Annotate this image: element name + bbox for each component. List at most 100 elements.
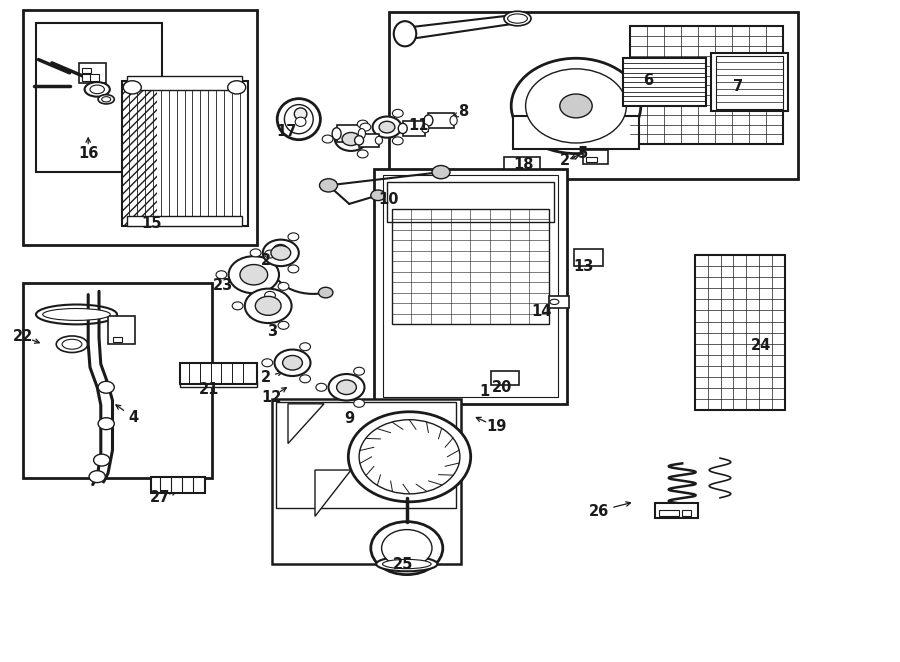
Circle shape	[354, 367, 364, 375]
Bar	[180, 381, 256, 387]
Circle shape	[278, 321, 289, 329]
Text: 1: 1	[479, 385, 490, 399]
Ellipse shape	[284, 105, 313, 134]
Bar	[82, 68, 91, 73]
Text: 6: 6	[643, 73, 653, 88]
Text: 4: 4	[128, 410, 139, 424]
Bar	[623, 58, 706, 106]
Ellipse shape	[102, 97, 111, 102]
Circle shape	[359, 420, 460, 494]
Circle shape	[392, 109, 403, 117]
Circle shape	[316, 383, 327, 391]
Circle shape	[392, 137, 403, 145]
Bar	[586, 157, 597, 162]
Bar	[36, 23, 162, 172]
Ellipse shape	[394, 21, 416, 46]
Text: 9: 9	[344, 411, 355, 426]
Bar	[276, 402, 456, 508]
Ellipse shape	[56, 336, 88, 352]
Ellipse shape	[550, 299, 559, 305]
Text: 25: 25	[393, 557, 413, 571]
Bar	[513, 116, 639, 149]
Circle shape	[357, 120, 368, 128]
Bar	[108, 316, 135, 344]
Circle shape	[300, 343, 310, 351]
Text: 5: 5	[578, 146, 589, 161]
Ellipse shape	[382, 559, 431, 569]
Text: 19: 19	[487, 420, 507, 434]
Ellipse shape	[36, 305, 117, 324]
Bar	[272, 399, 461, 564]
Bar	[112, 337, 122, 342]
Circle shape	[379, 121, 395, 133]
Circle shape	[560, 94, 592, 118]
Text: 11: 11	[409, 118, 428, 133]
Ellipse shape	[85, 82, 110, 97]
Bar	[122, 81, 157, 226]
Ellipse shape	[295, 117, 306, 126]
Bar	[359, 134, 379, 147]
Circle shape	[328, 374, 364, 401]
Circle shape	[319, 287, 333, 298]
Circle shape	[300, 375, 310, 383]
Bar	[122, 81, 248, 226]
Ellipse shape	[398, 123, 407, 134]
Ellipse shape	[504, 11, 531, 26]
Circle shape	[265, 250, 275, 258]
Circle shape	[337, 380, 356, 395]
Circle shape	[371, 190, 385, 201]
Ellipse shape	[294, 108, 307, 120]
Text: 8: 8	[458, 104, 469, 118]
Text: 13: 13	[573, 259, 593, 273]
Text: 14: 14	[532, 304, 552, 318]
Circle shape	[274, 244, 288, 255]
Circle shape	[526, 69, 626, 143]
Text: 22: 22	[13, 329, 32, 344]
Bar	[403, 121, 425, 136]
Circle shape	[371, 522, 443, 575]
Ellipse shape	[62, 340, 82, 350]
Ellipse shape	[450, 116, 457, 125]
Circle shape	[288, 233, 299, 241]
Bar	[583, 150, 608, 164]
Bar	[549, 296, 569, 308]
Text: 2: 2	[260, 254, 271, 268]
Text: 7: 7	[733, 79, 743, 93]
Polygon shape	[288, 404, 324, 444]
Ellipse shape	[43, 308, 110, 320]
Circle shape	[283, 355, 302, 370]
Bar	[711, 53, 788, 111]
Text: 21: 21	[199, 382, 219, 397]
Circle shape	[216, 271, 227, 279]
Bar	[90, 74, 99, 81]
Bar	[695, 255, 785, 410]
Text: 12: 12	[262, 390, 282, 404]
Text: 27: 27	[150, 491, 170, 505]
Ellipse shape	[508, 14, 527, 23]
Text: 26: 26	[589, 504, 608, 518]
Text: 3: 3	[266, 324, 277, 338]
Ellipse shape	[421, 124, 429, 133]
Bar	[22, 283, 212, 478]
Ellipse shape	[358, 128, 365, 139]
Circle shape	[335, 127, 367, 151]
Bar	[392, 209, 549, 324]
Circle shape	[98, 381, 114, 393]
Circle shape	[274, 350, 310, 376]
Circle shape	[354, 399, 364, 407]
Circle shape	[322, 135, 333, 143]
Ellipse shape	[277, 99, 320, 140]
Circle shape	[232, 302, 243, 310]
Circle shape	[262, 359, 273, 367]
Circle shape	[348, 412, 471, 502]
Bar	[374, 169, 567, 404]
Ellipse shape	[424, 115, 433, 126]
Circle shape	[382, 530, 432, 567]
Ellipse shape	[98, 95, 114, 104]
Circle shape	[278, 283, 289, 291]
Circle shape	[98, 418, 114, 430]
Ellipse shape	[375, 136, 382, 144]
Bar	[428, 113, 454, 128]
Bar	[382, 175, 558, 397]
Text: 16: 16	[78, 146, 98, 161]
